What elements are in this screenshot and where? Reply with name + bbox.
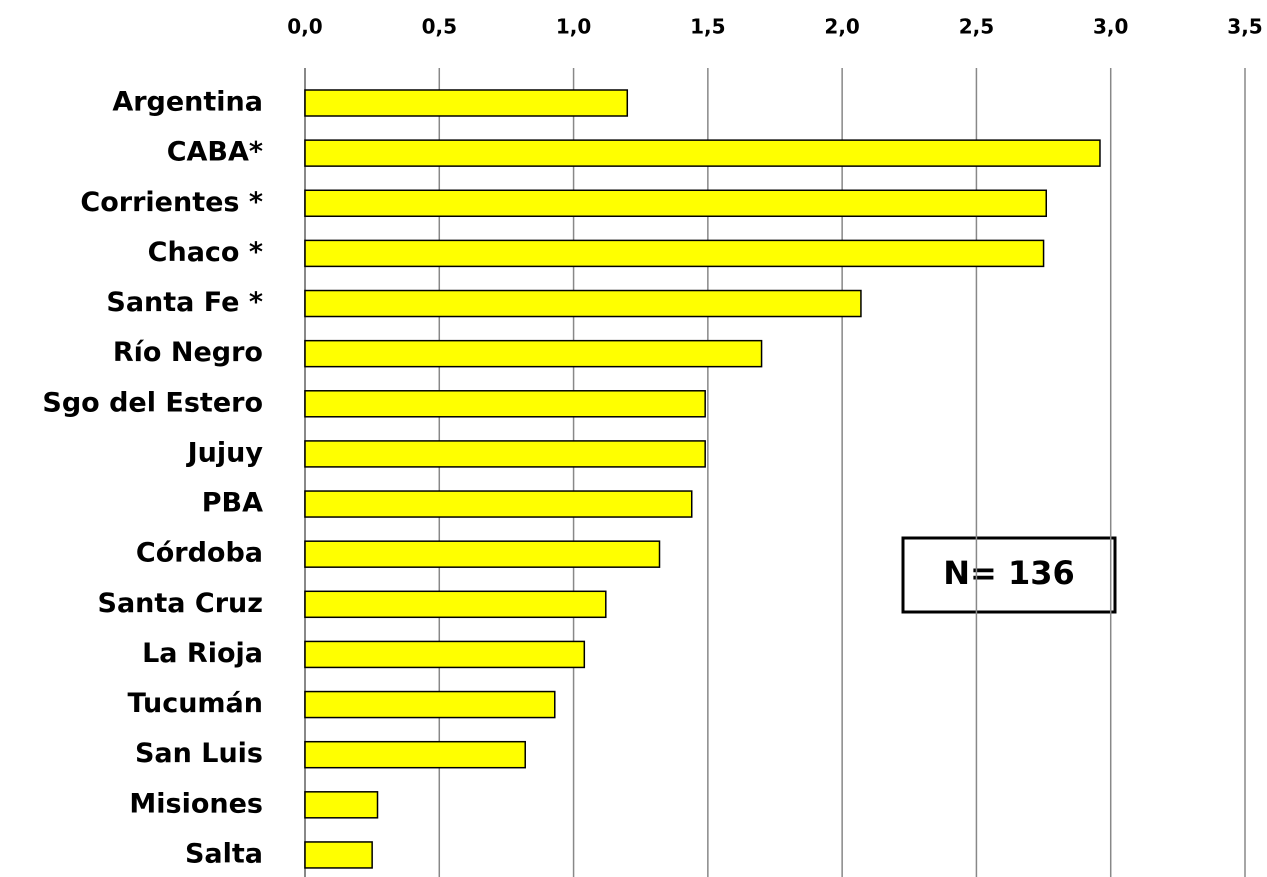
annotation-box bbox=[901, 536, 1117, 614]
bar bbox=[304, 339, 763, 368]
bar bbox=[304, 740, 526, 769]
y-tick-label: La Rioja bbox=[142, 638, 263, 669]
x-tick-label: 2,5 bbox=[959, 15, 994, 39]
y-tick-label: Santa Fe * bbox=[106, 287, 263, 318]
y-tick-label: Sgo del Estero bbox=[42, 387, 263, 418]
x-tick-label: 0,0 bbox=[287, 15, 322, 39]
bar bbox=[304, 239, 1045, 268]
bar bbox=[304, 390, 706, 418]
x-tick-label: 1,0 bbox=[556, 15, 591, 39]
y-tick-label: Corrientes * bbox=[80, 187, 263, 218]
x-tick-label: 0,5 bbox=[422, 15, 457, 39]
bar bbox=[304, 841, 373, 869]
bar bbox=[304, 690, 556, 719]
y-tick-label: Jujuy bbox=[186, 437, 264, 468]
y-tick-label: Misiones bbox=[129, 788, 263, 819]
y-tick-label: Salta bbox=[185, 838, 263, 869]
y-tick-label: CABA* bbox=[167, 137, 263, 168]
bar bbox=[304, 490, 693, 518]
x-tick-label: 3,0 bbox=[1093, 15, 1128, 39]
y-tick-label: PBA bbox=[202, 488, 263, 519]
y-tick-label: Tucumán bbox=[128, 688, 263, 719]
bar bbox=[304, 791, 379, 819]
x-tick-label: 1,5 bbox=[690, 15, 725, 39]
bar bbox=[304, 440, 706, 468]
bar bbox=[304, 640, 586, 669]
y-tick-label: San Luis bbox=[135, 738, 263, 769]
x-tick-label: 2,0 bbox=[824, 15, 859, 39]
y-tick-label: Argentina bbox=[112, 87, 263, 118]
x-tick-label: 3,5 bbox=[1227, 15, 1262, 39]
bar bbox=[304, 139, 1101, 167]
bar bbox=[304, 189, 1048, 218]
y-tick-label: Río Negro bbox=[113, 337, 263, 368]
y-tick-label: Santa Cruz bbox=[98, 588, 263, 619]
bar bbox=[304, 289, 862, 318]
y-tick-label: Chaco * bbox=[148, 237, 263, 268]
bar bbox=[304, 590, 607, 619]
bar bbox=[304, 89, 629, 117]
bar bbox=[304, 540, 661, 568]
y-tick-label: Córdoba bbox=[136, 538, 263, 569]
annotation: N= 136 bbox=[943, 554, 1075, 592]
